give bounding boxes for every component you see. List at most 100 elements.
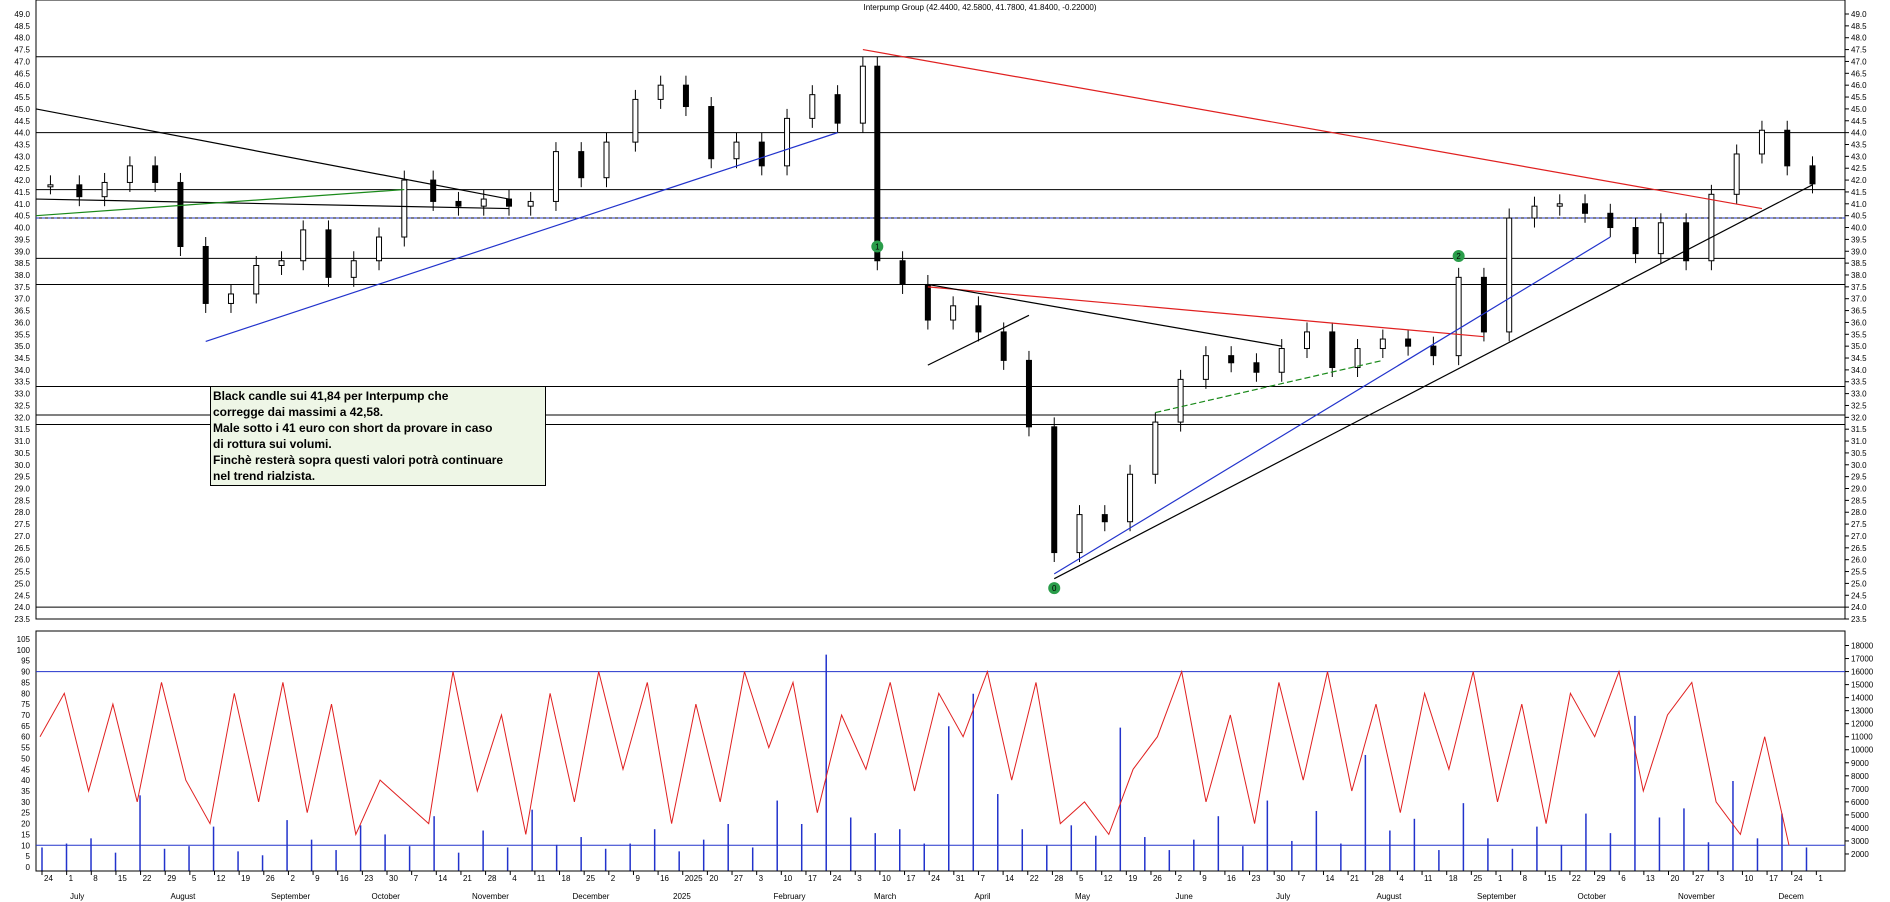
oscillator-tick-label: 85 bbox=[21, 678, 30, 687]
price-tick-label-left: 47.0 bbox=[14, 57, 30, 66]
date-tick-label: 24 bbox=[931, 874, 940, 883]
candle-body bbox=[950, 305, 957, 321]
price-tick-label: 48.5 bbox=[1851, 22, 1867, 31]
date-tick-label: 7 bbox=[414, 874, 419, 883]
month-label: July bbox=[70, 892, 84, 901]
date-tick-label: 27 bbox=[1695, 874, 1704, 883]
oscillator-tick-label: 45 bbox=[21, 765, 30, 774]
date-tick-label: 9 bbox=[315, 874, 320, 883]
date-tick-label: 10 bbox=[783, 874, 792, 883]
price-tick-label-left: 37.5 bbox=[14, 283, 30, 292]
volume-tick-label: 18000 bbox=[1851, 642, 1874, 651]
price-tick-label: 31.5 bbox=[1851, 425, 1867, 434]
month-label: September bbox=[1477, 892, 1516, 901]
price-tick-label-left: 27.5 bbox=[14, 520, 30, 529]
oscillator-tick-label: 80 bbox=[21, 689, 30, 698]
note-line: Finchè resterà sopra questi valori potrà… bbox=[213, 453, 504, 467]
date-tick-label: 4 bbox=[512, 874, 517, 883]
candle-body bbox=[1657, 222, 1664, 255]
price-tick-label: 41.5 bbox=[1851, 188, 1867, 197]
candle-body bbox=[1278, 348, 1285, 373]
month-label: November bbox=[472, 892, 509, 901]
candle-body bbox=[708, 106, 715, 160]
date-tick-label: 19 bbox=[241, 874, 250, 883]
price-tick-label-left: 44.0 bbox=[14, 129, 30, 138]
price-tick-label-left: 40.5 bbox=[14, 212, 30, 221]
price-tick-label-left: 48.0 bbox=[14, 34, 30, 43]
candle-body bbox=[227, 293, 234, 304]
candle-body bbox=[126, 165, 133, 183]
candle-body bbox=[657, 84, 664, 100]
date-tick-label: 16 bbox=[340, 874, 349, 883]
oscillator-tick-label: 50 bbox=[21, 754, 30, 763]
oscillator-tick-label: 15 bbox=[21, 830, 30, 839]
note-line: corregge dai massimi a 42,58. bbox=[213, 405, 384, 419]
price-tick-label-left: 41.5 bbox=[14, 188, 30, 197]
annotation-marker bbox=[1452, 250, 1465, 262]
note-line: di rottura sui volumi. bbox=[213, 437, 332, 451]
month-label: April bbox=[975, 892, 991, 901]
volume-tick-label: 9000 bbox=[1851, 759, 1869, 768]
date-tick-label: 9 bbox=[1202, 874, 1207, 883]
date-tick-label: 24 bbox=[833, 874, 842, 883]
oscillator-tick-label: 40 bbox=[21, 776, 30, 785]
oscillator-tick-label: 0 bbox=[26, 863, 31, 872]
volume-tick-label: 12000 bbox=[1851, 720, 1874, 729]
price-tick-label: 36.5 bbox=[1851, 307, 1867, 316]
price-tick-label: 35.5 bbox=[1851, 330, 1867, 339]
price-tick-label: 44.5 bbox=[1851, 117, 1867, 126]
price-tick-label: 49.0 bbox=[1851, 10, 1867, 19]
month-label: August bbox=[1377, 892, 1403, 901]
price-tick-label: 24.0 bbox=[1851, 603, 1867, 612]
trendline bbox=[205, 132, 838, 342]
price-tick-label-left: 35.5 bbox=[14, 330, 30, 339]
date-tick-label: 2 bbox=[611, 874, 616, 883]
candle-body bbox=[1506, 217, 1513, 333]
date-tick-label: 17 bbox=[1769, 874, 1778, 883]
candle-body bbox=[1000, 331, 1007, 361]
date-tick-label: 7 bbox=[980, 874, 985, 883]
candle-body bbox=[1051, 426, 1058, 554]
date-tick-label: 22 bbox=[143, 874, 152, 883]
oscillator-tick-label: 65 bbox=[21, 722, 30, 731]
date-tick-label: 1 bbox=[1498, 874, 1503, 883]
price-tick-label: 24.5 bbox=[1851, 591, 1867, 600]
price-tick-label-left: 44.5 bbox=[14, 117, 30, 126]
date-tick-label: 20 bbox=[1670, 874, 1679, 883]
date-tick-label: 24 bbox=[44, 874, 53, 883]
price-tick-label-left: 39.0 bbox=[14, 247, 30, 256]
date-tick-label: 22 bbox=[1572, 874, 1581, 883]
candle-body bbox=[784, 117, 791, 167]
price-tick-label: 42.5 bbox=[1851, 164, 1867, 173]
price-tick-label-left: 27.0 bbox=[14, 532, 30, 541]
note-line: Black candle sui 41,84 per Interpump che bbox=[213, 389, 449, 403]
oscillator-tick-label: 90 bbox=[21, 668, 30, 677]
month-label: Decem bbox=[1779, 892, 1805, 901]
oscillator-line bbox=[39, 669, 1790, 846]
oscillator-tick-label: 25 bbox=[21, 809, 30, 818]
price-tick-label-left: 43.5 bbox=[14, 140, 30, 149]
price-tick-label-left: 48.5 bbox=[14, 22, 30, 31]
volume-tick-label: 16000 bbox=[1851, 668, 1874, 677]
price-tick-label: 34.0 bbox=[1851, 366, 1867, 375]
date-tick-label: 14 bbox=[1005, 874, 1014, 883]
price-tick-label: 27.0 bbox=[1851, 532, 1867, 541]
price-tick-label: 32.5 bbox=[1851, 401, 1867, 410]
date-tick-label: 8 bbox=[1523, 874, 1528, 883]
oscillator-tick-label: 55 bbox=[21, 744, 30, 753]
candle-body bbox=[603, 141, 610, 179]
candle-body bbox=[1253, 362, 1260, 373]
candle-body bbox=[1228, 355, 1235, 364]
month-label: 2025 bbox=[673, 892, 691, 901]
date-tick-label: 23 bbox=[1252, 874, 1261, 883]
price-tick-label: 46.0 bbox=[1851, 81, 1867, 90]
date-tick-label: 24 bbox=[1794, 874, 1803, 883]
volume-tick-label: 10000 bbox=[1851, 746, 1874, 755]
candle-body bbox=[1177, 378, 1184, 423]
candle-body bbox=[1379, 338, 1386, 350]
price-tick-label-left: 30.0 bbox=[14, 461, 30, 470]
candle-body bbox=[1683, 222, 1690, 262]
candle-body bbox=[1127, 473, 1134, 523]
price-tick-label-left: 34.0 bbox=[14, 366, 30, 375]
candle-body bbox=[758, 141, 765, 167]
